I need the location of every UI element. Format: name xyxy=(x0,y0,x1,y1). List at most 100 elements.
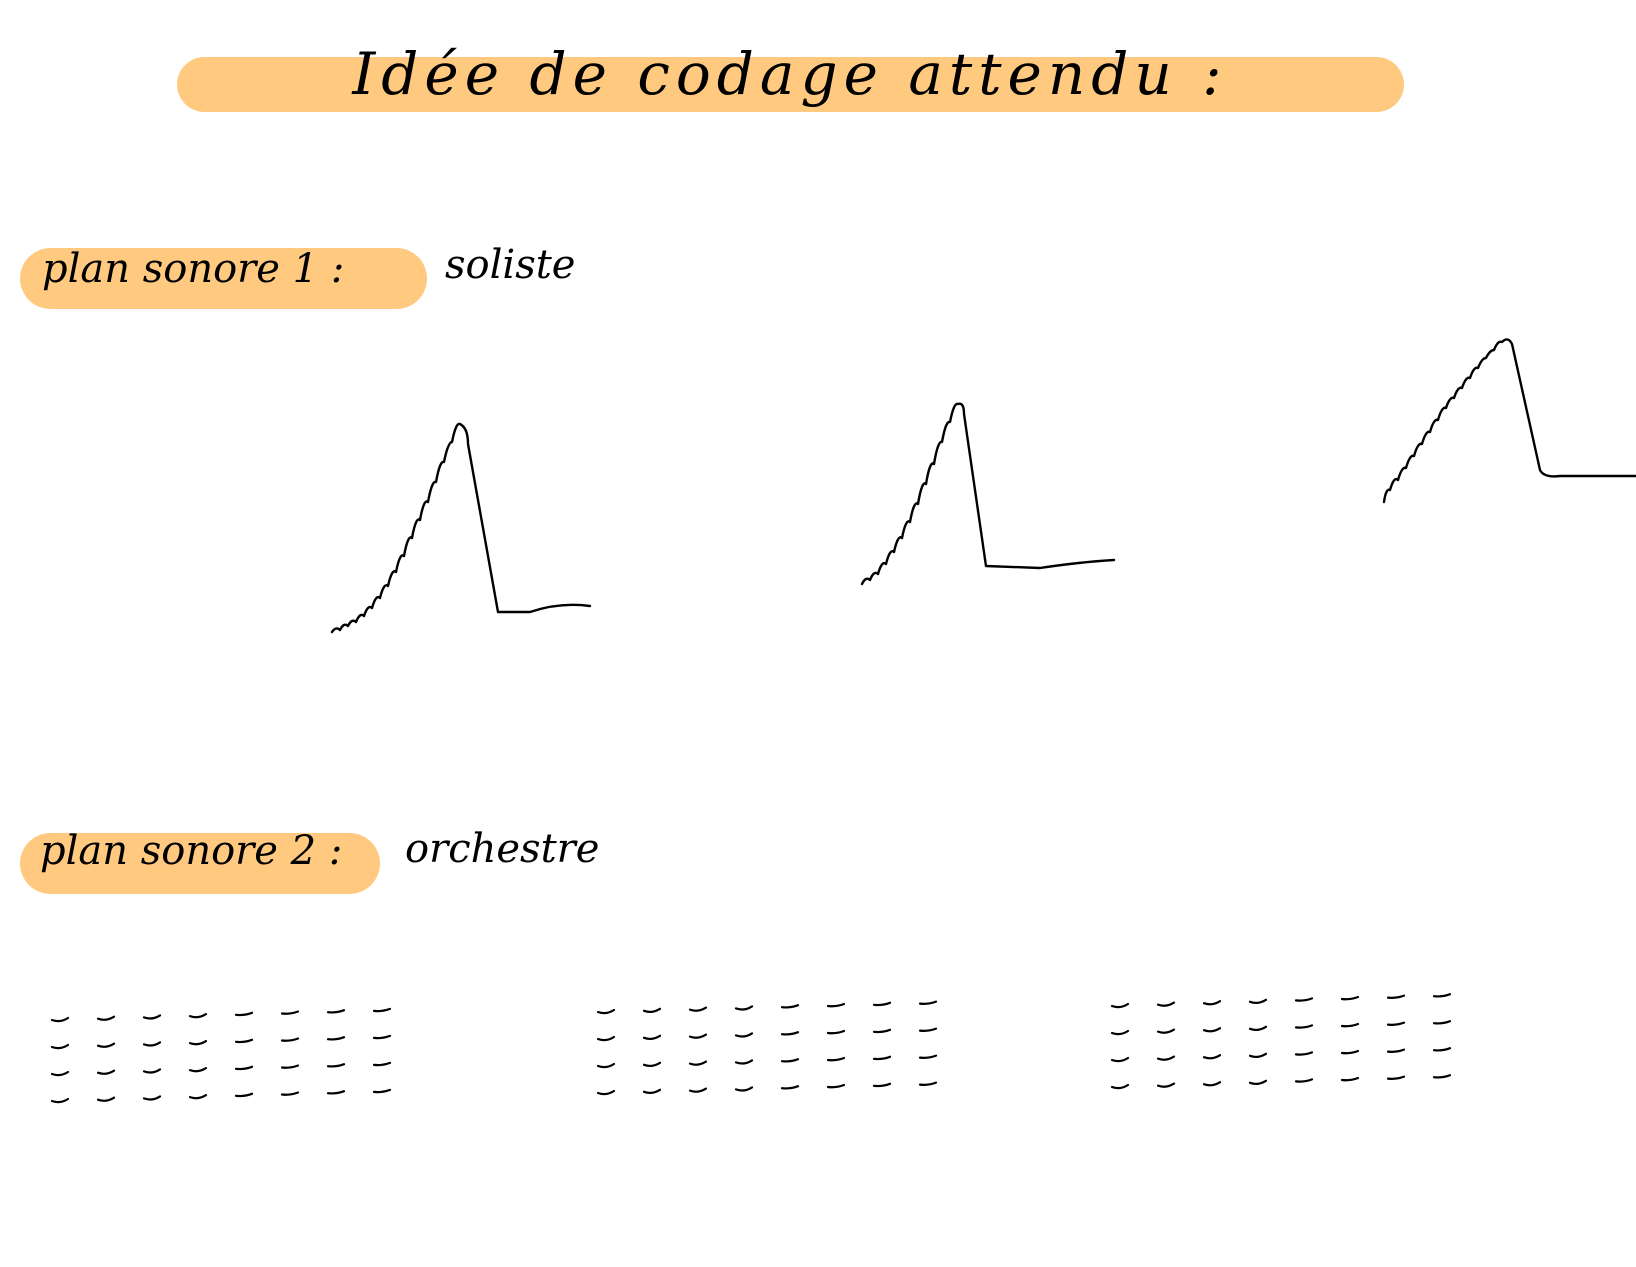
orchestra-dash xyxy=(1340,1076,1360,1082)
orchestra-dash xyxy=(1294,1024,1314,1029)
orchestra-dash xyxy=(734,1005,754,1011)
orchestra-pattern-2 xyxy=(596,1000,938,1096)
orchestra-dash xyxy=(734,1059,754,1065)
orchestra-dash xyxy=(918,1027,938,1032)
page-title: Idée de codage attendu : xyxy=(352,40,1228,108)
orchestra-dash xyxy=(1294,997,1314,1002)
orchestra-dash xyxy=(234,1038,254,1044)
orchestra-dash xyxy=(1294,1078,1314,1083)
orchestra-dash xyxy=(1432,1020,1452,1025)
orchestra-dash xyxy=(872,1055,892,1061)
orchestra-dash xyxy=(1248,1079,1268,1086)
orchestra-dash xyxy=(234,1092,254,1098)
orchestra-dash xyxy=(826,1002,846,1008)
orchestra-dash xyxy=(872,1028,892,1034)
orchestra-dash xyxy=(96,1096,116,1102)
orchestra-dash xyxy=(142,1068,162,1074)
orchestra-dash xyxy=(688,1006,708,1012)
orchestra-dash xyxy=(734,1032,754,1038)
orchestra-dash xyxy=(326,1063,346,1068)
orchestra-dash xyxy=(326,1090,346,1095)
orchestra-dash xyxy=(1340,1022,1360,1028)
orchestra-dash xyxy=(1248,998,1268,1005)
orchestra-dash xyxy=(1156,1028,1176,1034)
orchestra-dash xyxy=(234,1065,254,1071)
orchestra-dash xyxy=(1432,993,1452,998)
orchestra-dash xyxy=(280,1091,300,1096)
orchestra-dash xyxy=(826,1083,846,1089)
orchestra-dash xyxy=(280,1037,300,1042)
orchestra-dash xyxy=(918,1000,938,1005)
orchestra-dash xyxy=(1248,1052,1268,1059)
orchestra-dash xyxy=(780,1031,800,1036)
orchestra-dash xyxy=(826,1029,846,1035)
orchestra-dash xyxy=(188,1094,208,1100)
soloist-sketch-3 xyxy=(1382,338,1636,504)
orchestra-dash xyxy=(1432,1074,1452,1079)
orchestra-dash xyxy=(1202,1081,1222,1087)
orchestra-dash xyxy=(1386,1048,1406,1053)
orchestra-dash xyxy=(872,1082,892,1088)
orchestra-dash xyxy=(1294,1051,1314,1056)
orchestra-dash xyxy=(596,1008,616,1015)
orchestra-dash xyxy=(96,1042,116,1048)
orchestra-dash xyxy=(1110,1056,1130,1063)
orchestra-dash xyxy=(372,1088,392,1094)
orchestra-dash xyxy=(1110,1029,1130,1036)
orchestra-dash xyxy=(96,1069,116,1075)
orchestra-dash xyxy=(1156,1001,1176,1007)
orchestra-dash xyxy=(1386,1021,1406,1026)
orchestra-pattern-1 xyxy=(50,1007,392,1104)
section-1-highlight xyxy=(20,248,427,309)
soloist-sketch-2 xyxy=(860,402,1116,586)
orchestra-pattern-3 xyxy=(1110,993,1452,1090)
orchestra-dash xyxy=(642,1088,662,1095)
orchestra-dash xyxy=(688,1033,708,1039)
orchestra-dash xyxy=(1340,1049,1360,1055)
soloist-sketch-1 xyxy=(330,422,592,634)
orchestra-dash xyxy=(96,1015,116,1021)
orchestra-dash xyxy=(142,1095,162,1101)
orchestra-dash xyxy=(1156,1055,1176,1061)
orchestra-dash xyxy=(1432,1047,1452,1052)
orchestra-dash xyxy=(688,1060,708,1066)
orchestra-dash xyxy=(826,1056,846,1062)
orchestra-dash xyxy=(596,1089,616,1096)
orchestra-dash xyxy=(1386,994,1406,999)
section-2-highlight xyxy=(20,833,380,894)
orchestra-dash xyxy=(596,1035,616,1042)
orchestra-dash xyxy=(372,1061,392,1067)
orchestra-dash xyxy=(188,1013,208,1019)
orchestra-dash xyxy=(642,1061,662,1068)
orchestra-dash xyxy=(372,1007,392,1013)
orchestra-dash xyxy=(1202,1054,1222,1060)
orchestra-dash xyxy=(1202,1000,1222,1006)
orchestra-dash xyxy=(50,1043,70,1050)
orchestra-dash xyxy=(734,1086,754,1092)
orchestra-dash xyxy=(142,1014,162,1020)
orchestra-dash xyxy=(596,1062,616,1069)
orchestra-dash xyxy=(280,1010,300,1015)
orchestra-dash xyxy=(372,1034,392,1040)
orchestra-dash xyxy=(188,1040,208,1046)
orchestra-dash xyxy=(780,1004,800,1009)
orchestra-dash xyxy=(326,1036,346,1041)
orchestra-dash xyxy=(280,1064,300,1069)
section-2-label: plan sonore 2 : xyxy=(40,828,343,874)
orchestra-dash xyxy=(50,1070,70,1077)
orchestra-dash xyxy=(1110,1083,1130,1090)
orchestra-dash xyxy=(50,1016,70,1023)
orchestra-dash xyxy=(1110,1002,1130,1009)
orchestra-dash xyxy=(642,1007,662,1014)
section-1-label: plan sonore 1 : xyxy=(42,246,345,292)
orchestra-dash xyxy=(918,1054,938,1059)
orchestra-dash xyxy=(1156,1082,1176,1088)
section-2-value: orchestre xyxy=(405,826,600,872)
orchestra-dash xyxy=(1386,1075,1406,1080)
section-1-value: soliste xyxy=(445,242,576,288)
orchestra-dash xyxy=(918,1081,938,1086)
orchestra-dash xyxy=(1340,995,1360,1001)
orchestra-dash xyxy=(642,1034,662,1041)
orchestra-dash xyxy=(50,1097,70,1104)
